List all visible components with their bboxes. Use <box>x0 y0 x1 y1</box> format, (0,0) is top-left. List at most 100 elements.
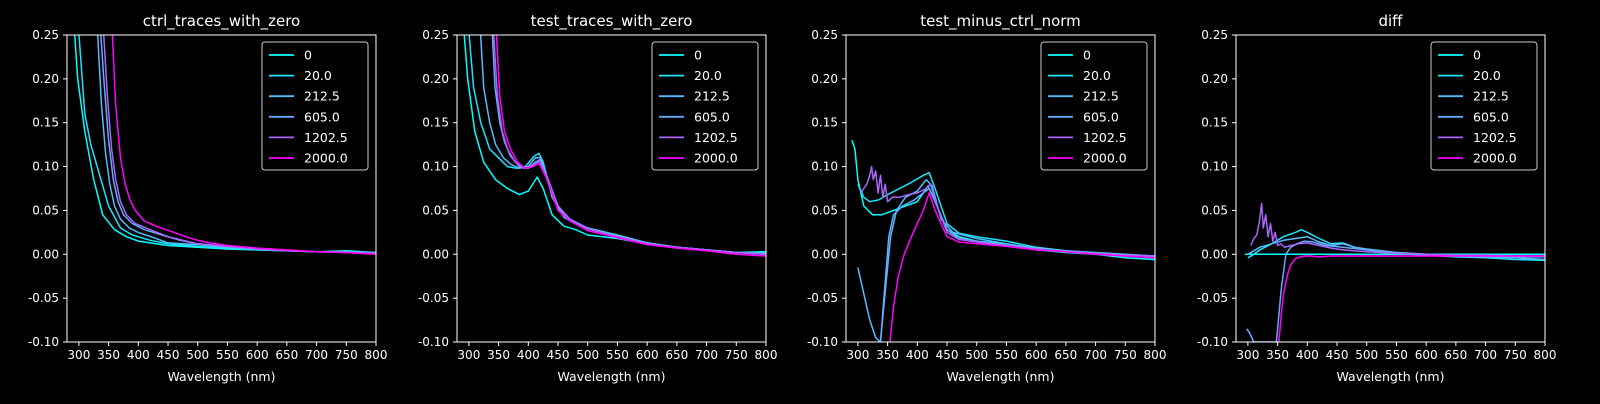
x-tick-label: 650 <box>665 348 688 362</box>
legend-label: 212.5 <box>694 89 730 104</box>
y-tick-label: 0.00 <box>811 247 838 261</box>
legend-label: 605.0 <box>304 109 340 124</box>
x-tick-label: 750 <box>335 348 358 362</box>
series-group <box>73 35 376 256</box>
x-tick-label: 700 <box>305 348 328 362</box>
y-tick-label: 0.20 <box>811 72 838 86</box>
x-tick-label: 650 <box>1054 348 1077 362</box>
series-line-2000.0 <box>1278 255 1545 342</box>
x-tick-label: 800 <box>365 348 388 362</box>
series-group <box>1244 202 1545 342</box>
series-line-2000.0 <box>889 192 1155 342</box>
y-tick-label: -0.05 <box>28 291 59 305</box>
x-tick-label: 300 <box>1236 348 1259 362</box>
x-tick-label: 500 <box>1355 348 1378 362</box>
x-axis-label: Wavelength (nm) <box>947 369 1055 384</box>
y-tick-label: -0.10 <box>1197 335 1228 349</box>
legend: 0 20.0 212.5 605.0 1202.5 2000.0 <box>1040 41 1148 171</box>
legend-label: 212.5 <box>1083 89 1119 104</box>
legend-label: 2000.0 <box>304 151 348 166</box>
x-axis-label: Wavelength (nm) <box>558 369 666 384</box>
x-tick-label: 550 <box>216 348 239 362</box>
legend-label: 0 <box>1083 48 1091 63</box>
y-tick-label: 0.10 <box>32 160 59 174</box>
x-tick-label: 600 <box>636 348 659 362</box>
legend-label: 0 <box>1473 48 1481 63</box>
y-tick-label: 0.20 <box>422 72 449 86</box>
legend-label: 212.5 <box>304 89 340 104</box>
x-tick-label: 750 <box>1504 348 1527 362</box>
legend-label: 2000.0 <box>694 151 738 166</box>
x-tick-label: 400 <box>517 348 540 362</box>
y-tick-label: 0.00 <box>32 247 59 261</box>
legend: 0 20.0 212.5 605.0 1202.5 2000.0 <box>261 41 369 171</box>
x-tick-label: 700 <box>695 348 718 362</box>
y-tick-label: -0.05 <box>1197 291 1228 305</box>
y-tick-label: 0.15 <box>811 116 838 130</box>
series-line-2000.0 <box>495 35 766 257</box>
y-tick-label: 0.05 <box>1201 203 1228 217</box>
x-tick-label: 500 <box>186 348 209 362</box>
y-tick-label: 0.15 <box>32 116 59 130</box>
y-tick-label: 0.15 <box>422 116 449 130</box>
x-tick-label: 600 <box>1415 348 1438 362</box>
x-tick-label: 400 <box>906 348 929 362</box>
x-tick-label: 700 <box>1084 348 1107 362</box>
legend-label: 1202.5 <box>1473 130 1517 145</box>
y-tick-label: 0.05 <box>811 203 838 217</box>
x-tick-label: 800 <box>1534 348 1557 362</box>
chart-2: 300 350 400 450 500 550 600 650 700 750 800 -0.10 -0… <box>807 12 1167 384</box>
x-axis-label: Wavelength (nm) <box>1337 369 1445 384</box>
x-tick-label: 800 <box>1144 348 1167 362</box>
chart-1: 300 350 400 450 500 550 600 650 700 750 800 -0.10 -0… <box>418 12 778 384</box>
y-tick-label: 0.10 <box>422 160 449 174</box>
legend-label: 605.0 <box>1473 109 1509 124</box>
legend-label: 0 <box>304 48 312 63</box>
legend-label: 1202.5 <box>694 130 738 145</box>
x-tick-label: 550 <box>606 348 629 362</box>
x-tick-label: 550 <box>995 348 1018 362</box>
x-tick-label: 400 <box>127 348 150 362</box>
series-line-605.0 <box>879 187 1155 342</box>
x-tick-label: 450 <box>1326 348 1349 362</box>
x-tick-label: 350 <box>1266 348 1289 362</box>
series-line-212.5 <box>857 178 1155 342</box>
y-tick-label: 0.25 <box>1201 28 1228 42</box>
x-tick-label: 350 <box>97 348 120 362</box>
series-line-1202.5 <box>860 165 1155 257</box>
x-tick-label: 700 <box>1474 348 1497 362</box>
series-group <box>851 140 1155 342</box>
y-tick-label: 0.10 <box>1201 160 1228 174</box>
y-tick-label: -0.10 <box>28 335 59 349</box>
y-tick-label: -0.05 <box>418 291 449 305</box>
x-tick-label: 300 <box>846 348 869 362</box>
y-tick-label: -0.05 <box>807 291 838 305</box>
x-tick-label: 450 <box>547 348 570 362</box>
y-tick-label: 0.25 <box>422 28 449 42</box>
x-tick-label: 500 <box>576 348 599 362</box>
y-tick-label: -0.10 <box>418 335 449 349</box>
chart-title: ctrl_traces_with_zero <box>143 12 300 31</box>
x-tick-label: 350 <box>876 348 899 362</box>
y-tick-label: 0.20 <box>32 72 59 86</box>
legend-label: 605.0 <box>694 109 730 124</box>
chart-0: 300 350 400 450 500 550 600 650 700 750 800 -0.10 -0… <box>28 12 388 384</box>
x-tick-label: 800 <box>755 348 778 362</box>
chart-title: diff <box>1378 12 1403 30</box>
series-line-1202.5 <box>492 35 766 256</box>
y-tick-label: 0.00 <box>1201 247 1228 261</box>
series-line-2000.0 <box>111 35 376 256</box>
x-tick-label: 400 <box>1296 348 1319 362</box>
legend-label: 20.0 <box>304 68 332 83</box>
y-tick-label: 0.00 <box>422 247 449 261</box>
legend-label: 20.0 <box>1473 68 1501 83</box>
legend-label: 20.0 <box>694 68 722 83</box>
axes-frame <box>845 34 1156 343</box>
y-tick-label: 0.05 <box>32 203 59 217</box>
x-tick-label: 600 <box>246 348 269 362</box>
chart-title: test_traces_with_zero <box>531 12 693 31</box>
x-tick-label: 550 <box>1385 348 1408 362</box>
y-tick-label: 0.25 <box>32 28 59 42</box>
x-tick-label: 500 <box>965 348 988 362</box>
